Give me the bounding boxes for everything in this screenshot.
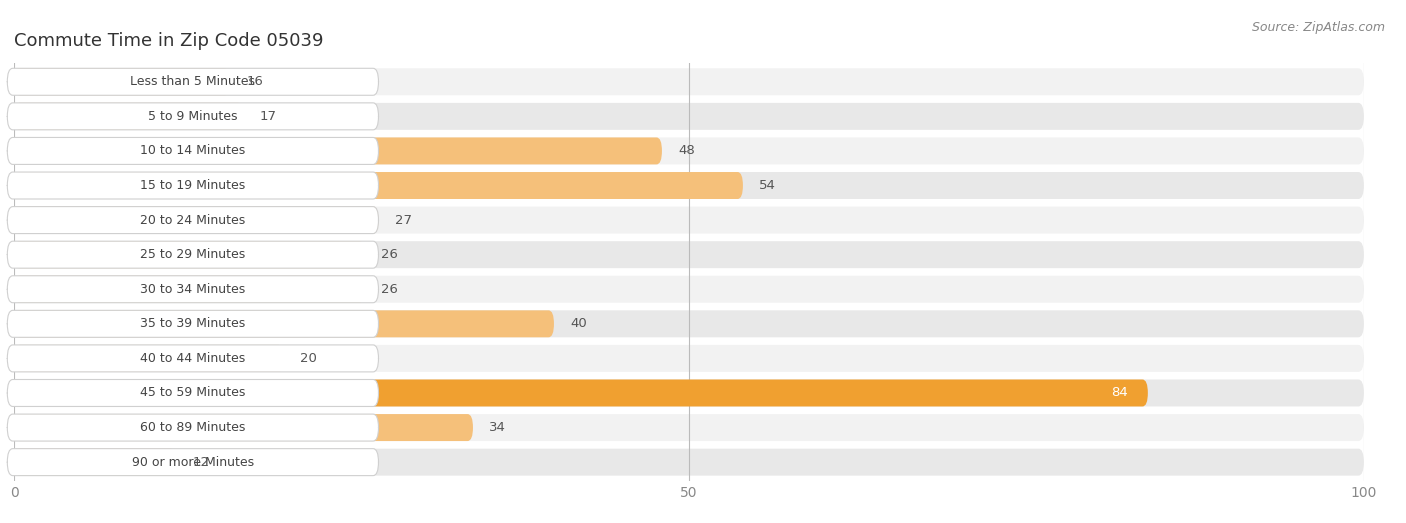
FancyBboxPatch shape bbox=[14, 276, 366, 303]
Text: 34: 34 bbox=[489, 421, 506, 434]
Text: 25 to 29 Minutes: 25 to 29 Minutes bbox=[141, 248, 246, 261]
Text: 60 to 89 Minutes: 60 to 89 Minutes bbox=[141, 421, 246, 434]
FancyBboxPatch shape bbox=[14, 345, 1364, 372]
Text: 12: 12 bbox=[193, 456, 209, 469]
FancyBboxPatch shape bbox=[14, 207, 1364, 234]
Text: Source: ZipAtlas.com: Source: ZipAtlas.com bbox=[1251, 21, 1385, 34]
FancyBboxPatch shape bbox=[14, 241, 366, 268]
Text: 26: 26 bbox=[381, 248, 398, 261]
FancyBboxPatch shape bbox=[14, 69, 1364, 95]
Text: 15 to 19 Minutes: 15 to 19 Minutes bbox=[141, 179, 246, 192]
Text: 10 to 14 Minutes: 10 to 14 Minutes bbox=[141, 144, 246, 157]
FancyBboxPatch shape bbox=[7, 276, 378, 303]
FancyBboxPatch shape bbox=[14, 345, 284, 372]
Text: Commute Time in Zip Code 05039: Commute Time in Zip Code 05039 bbox=[14, 32, 323, 50]
FancyBboxPatch shape bbox=[14, 69, 231, 95]
FancyBboxPatch shape bbox=[7, 138, 378, 164]
Text: 20: 20 bbox=[301, 352, 318, 365]
FancyBboxPatch shape bbox=[14, 103, 243, 130]
Text: 30 to 34 Minutes: 30 to 34 Minutes bbox=[141, 283, 246, 295]
Text: 17: 17 bbox=[260, 110, 277, 123]
FancyBboxPatch shape bbox=[14, 207, 378, 234]
FancyBboxPatch shape bbox=[14, 449, 176, 475]
FancyBboxPatch shape bbox=[14, 276, 1364, 303]
FancyBboxPatch shape bbox=[7, 414, 378, 441]
Text: 45 to 59 Minutes: 45 to 59 Minutes bbox=[141, 386, 246, 400]
FancyBboxPatch shape bbox=[7, 241, 378, 268]
Text: 16: 16 bbox=[246, 75, 263, 88]
FancyBboxPatch shape bbox=[14, 138, 662, 164]
Text: 54: 54 bbox=[759, 179, 776, 192]
FancyBboxPatch shape bbox=[14, 449, 1364, 475]
FancyBboxPatch shape bbox=[7, 345, 378, 372]
FancyBboxPatch shape bbox=[14, 172, 1364, 199]
FancyBboxPatch shape bbox=[14, 380, 1147, 406]
Text: 40: 40 bbox=[571, 317, 586, 331]
FancyBboxPatch shape bbox=[14, 380, 1364, 406]
FancyBboxPatch shape bbox=[7, 449, 378, 475]
FancyBboxPatch shape bbox=[7, 172, 378, 199]
FancyBboxPatch shape bbox=[7, 380, 378, 406]
FancyBboxPatch shape bbox=[14, 310, 1364, 337]
FancyBboxPatch shape bbox=[14, 310, 554, 337]
FancyBboxPatch shape bbox=[14, 241, 1364, 268]
Text: Less than 5 Minutes: Less than 5 Minutes bbox=[131, 75, 256, 88]
Text: 27: 27 bbox=[395, 213, 412, 226]
FancyBboxPatch shape bbox=[14, 414, 1364, 441]
FancyBboxPatch shape bbox=[14, 138, 1364, 164]
Text: 40 to 44 Minutes: 40 to 44 Minutes bbox=[141, 352, 246, 365]
FancyBboxPatch shape bbox=[14, 103, 1364, 130]
Text: 90 or more Minutes: 90 or more Minutes bbox=[132, 456, 254, 469]
FancyBboxPatch shape bbox=[7, 69, 378, 95]
Text: 35 to 39 Minutes: 35 to 39 Minutes bbox=[141, 317, 246, 331]
FancyBboxPatch shape bbox=[14, 172, 742, 199]
FancyBboxPatch shape bbox=[7, 103, 378, 130]
Text: 20 to 24 Minutes: 20 to 24 Minutes bbox=[141, 213, 246, 226]
FancyBboxPatch shape bbox=[7, 310, 378, 337]
Text: 84: 84 bbox=[1111, 386, 1128, 400]
FancyBboxPatch shape bbox=[7, 207, 378, 234]
Text: 26: 26 bbox=[381, 283, 398, 295]
FancyBboxPatch shape bbox=[14, 414, 472, 441]
Text: 48: 48 bbox=[678, 144, 695, 157]
Text: 5 to 9 Minutes: 5 to 9 Minutes bbox=[148, 110, 238, 123]
